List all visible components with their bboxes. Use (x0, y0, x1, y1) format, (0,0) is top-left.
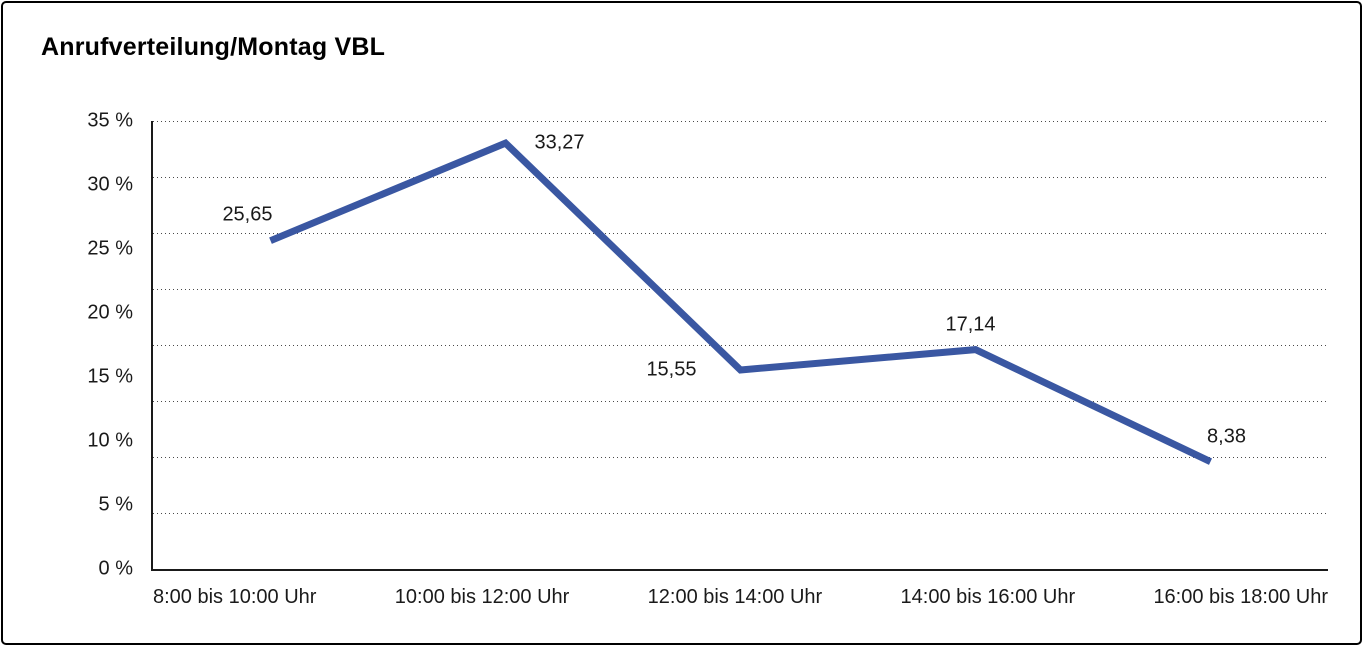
y-axis-tick-label: 0 % (98, 557, 133, 580)
gridline (153, 345, 1328, 346)
y-axis-tick-label: 5 % (98, 493, 133, 516)
gridline (153, 121, 1328, 122)
gridline (153, 233, 1328, 234)
data-point-label: 17,14 (945, 313, 996, 336)
x-axis-category-label: 14:00 bis 16:00 Uhr (900, 586, 1076, 608)
x-axis-category-label: 10:00 bis 12:00 Uhr (394, 586, 570, 608)
y-axis-tick-label: 25 % (87, 237, 133, 260)
gridline (153, 289, 1328, 290)
gridline (153, 401, 1328, 402)
gridline (153, 177, 1328, 178)
y-axis-tick-label: 15 % (87, 365, 133, 388)
gridline (153, 457, 1328, 458)
y-axis-tick-label: 35 % (87, 109, 133, 132)
line-series (269, 138, 1213, 465)
data-point-label: 8,38 (1207, 425, 1246, 448)
plot-area: 35 % 30 % 25 % 20 % 15 % 10 % 5 % 0 % 25,65 33,2… (87, 110, 1328, 608)
data-point-label: 25,65 (222, 203, 273, 226)
series-polyline (269, 138, 1213, 465)
x-axis-category-label: 16:00 bis 18:00 Uhr (1153, 586, 1328, 608)
x-axis-category-label: 12:00 bis 14:00 Uhr (647, 586, 823, 608)
y-axis-tick-label: 30 % (87, 173, 133, 196)
y-axis-tick-label: 20 % (87, 301, 133, 324)
data-point-label: 15,55 (646, 358, 697, 381)
data-point-label: 33,27 (534, 131, 585, 154)
y-axis-tick-label: 10 % (87, 429, 133, 452)
gridline (153, 513, 1328, 514)
x-axis-category-label: 8:00 bis 10:00 Uhr (153, 586, 317, 608)
chart-title: Anrufverteilung/Montag VBL (41, 33, 386, 61)
x-axis-category-labels: 8:00 bis 10:00 Uhr 10:00 bis 12:00 Uhr 12:… (153, 586, 1328, 609)
